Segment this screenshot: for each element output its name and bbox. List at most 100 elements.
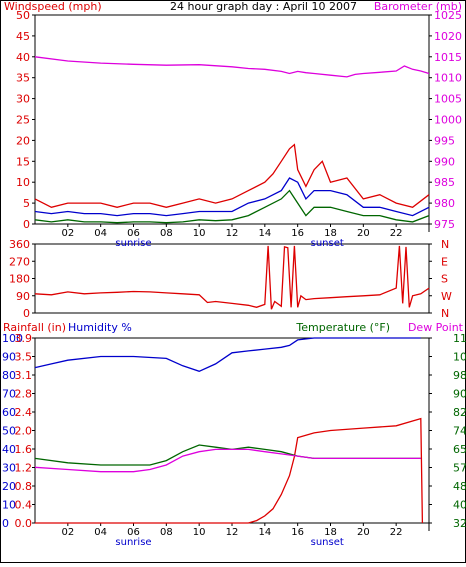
climate-x-tick-label: 22: [390, 527, 403, 538]
windspeed-tick-label: 0: [23, 218, 30, 231]
climate-sunset-label: sunset: [311, 537, 344, 548]
compass-tick-label: N: [441, 307, 449, 320]
humidity-tick-label: 100: [2, 332, 23, 345]
windspeed-tick-label: 5: [23, 197, 30, 210]
humidity-tick-label: 80: [2, 369, 16, 382]
barometer-tick-label: 1005: [434, 93, 462, 106]
chart-title: 24 hour graph day : April 10 2007: [170, 0, 357, 13]
temperature-tick-label: 98: [453, 369, 466, 382]
climate-sunrise-label: sunrise: [115, 537, 151, 548]
barometer-tick-label: 1025: [434, 9, 462, 22]
barometer-tick-label: 1010: [434, 72, 462, 85]
climate-x-tick-label: 02: [61, 527, 74, 538]
direction-tick-label: 0: [23, 307, 30, 320]
rainfall-tick-label: 1.6: [15, 443, 33, 456]
wind-x-tick-label: 04: [94, 228, 107, 239]
wind-x-tick-label: 08: [160, 228, 173, 239]
barometer-tick-label: 1015: [434, 51, 462, 64]
temperature-tick-label: 115: [453, 332, 466, 345]
temperature-tick-label: 82: [453, 406, 466, 419]
barometer-axis-title: Barometer (mb): [374, 0, 462, 13]
humidity-tick-label: 20: [2, 480, 16, 493]
direction-tick-label: 270: [9, 255, 30, 268]
wind-x-tick-label: 06: [127, 228, 140, 239]
rainfall-axis-title: Rainfall (in): [3, 321, 66, 334]
temperature-tick-label: 57: [453, 462, 466, 475]
series-dew-point: [34, 448, 421, 473]
rainfall-tick-label: 2.0: [15, 425, 33, 438]
temperature-axis-title: Temperature (°F): [295, 321, 390, 334]
windspeed-tick-label: 15: [16, 155, 30, 168]
climate-x-tick-label: 08: [160, 527, 173, 538]
windspeed-tick-label: 20: [16, 134, 30, 147]
temperature-tick-label: 48: [453, 480, 466, 493]
climate-x-tick-label: 20: [357, 527, 370, 538]
climate-x-tick-label: 14: [258, 527, 271, 538]
series-average-wind: [34, 177, 430, 217]
wind-x-tick-label: 12: [226, 228, 239, 239]
humidity-axis-title: Humidity %: [68, 321, 132, 334]
humidity-tick-label: 10: [2, 499, 16, 512]
temperature-tick-label: 32: [453, 517, 466, 530]
temperature-tick-label: 90: [453, 388, 466, 401]
humidity-tick-label: 0: [2, 517, 9, 530]
barometer-tick-label: 995: [434, 134, 455, 147]
series-wind-speed: [34, 189, 430, 224]
rainfall-tick-label: 0.8: [15, 480, 33, 493]
climate-x-tick-label: 10: [193, 527, 206, 538]
wind-x-tick-label: 20: [357, 228, 370, 239]
wind-x-tick-label: 02: [61, 228, 74, 239]
temperature-tick-label: 74: [453, 425, 466, 438]
direction-tick-label: 360: [9, 238, 30, 251]
climate-x-tick-label: 12: [226, 527, 239, 538]
climate-x-tick-label: 16: [291, 527, 304, 538]
wind-sunrise-label: sunrise: [115, 238, 151, 249]
wind-x-tick-label: 16: [291, 228, 304, 239]
rainfall-tick-label: 3.5: [15, 351, 33, 364]
wind-x-tick-label: 22: [390, 228, 403, 239]
windspeed-tick-label: 45: [16, 30, 30, 43]
series-wind-gust: [34, 143, 430, 209]
rainfall-tick-label: 0.4: [15, 499, 33, 512]
wind-x-tick-label: 14: [258, 228, 271, 239]
series-humidity-: [34, 337, 421, 372]
compass-tick-label: N: [441, 238, 449, 251]
rainfall-tick-label: 2.8: [15, 388, 33, 401]
climate-x-tick-label: 06: [127, 527, 140, 538]
compass-tick-label: E: [441, 255, 448, 268]
barometer-tick-label: 980: [434, 197, 455, 210]
wind-sunset-label: sunset: [311, 238, 344, 249]
humidity-tick-label: 90: [2, 351, 16, 364]
rainfall-tick-label: 3.9: [15, 332, 33, 345]
humidity-tick-label: 30: [2, 462, 16, 475]
windspeed-tick-label: 40: [16, 51, 30, 64]
windspeed-tick-label: 25: [16, 114, 30, 127]
windspeed-tick-label: 10: [16, 176, 30, 189]
series-rainfall-in-: [35, 417, 424, 524]
rainfall-tick-label: 0.0: [15, 517, 33, 530]
barometer-tick-label: 975: [434, 218, 455, 231]
wind-x-tick-label: 18: [324, 228, 337, 239]
barometer-tick-label: 985: [434, 176, 455, 189]
climate-x-tick-label: 04: [94, 527, 107, 538]
rainfall-tick-label: 2.4: [15, 406, 33, 419]
humidity-tick-label: 50: [2, 425, 16, 438]
temperature-tick-label: 40: [453, 499, 466, 512]
direction-tick-label: 90: [16, 290, 30, 303]
wind-x-tick-label: 10: [193, 228, 206, 239]
dewpoint-axis-title: Dew Point: [408, 321, 464, 334]
direction-tick-label: 180: [9, 273, 30, 286]
barometer-tick-label: 1000: [434, 114, 462, 127]
rainfall-tick-label: 3.1: [15, 369, 33, 382]
series-wind-direction: [34, 245, 430, 310]
compass-tick-label: S: [441, 273, 448, 286]
compass-tick-label: W: [441, 290, 452, 303]
windspeed-tick-label: 30: [16, 93, 30, 106]
rainfall-tick-label: 1.2: [15, 462, 33, 475]
humidity-tick-label: 60: [2, 406, 16, 419]
series-barometer-mb-: [34, 56, 430, 78]
windspeed-axis-title: Windspeed (mph): [4, 0, 102, 13]
